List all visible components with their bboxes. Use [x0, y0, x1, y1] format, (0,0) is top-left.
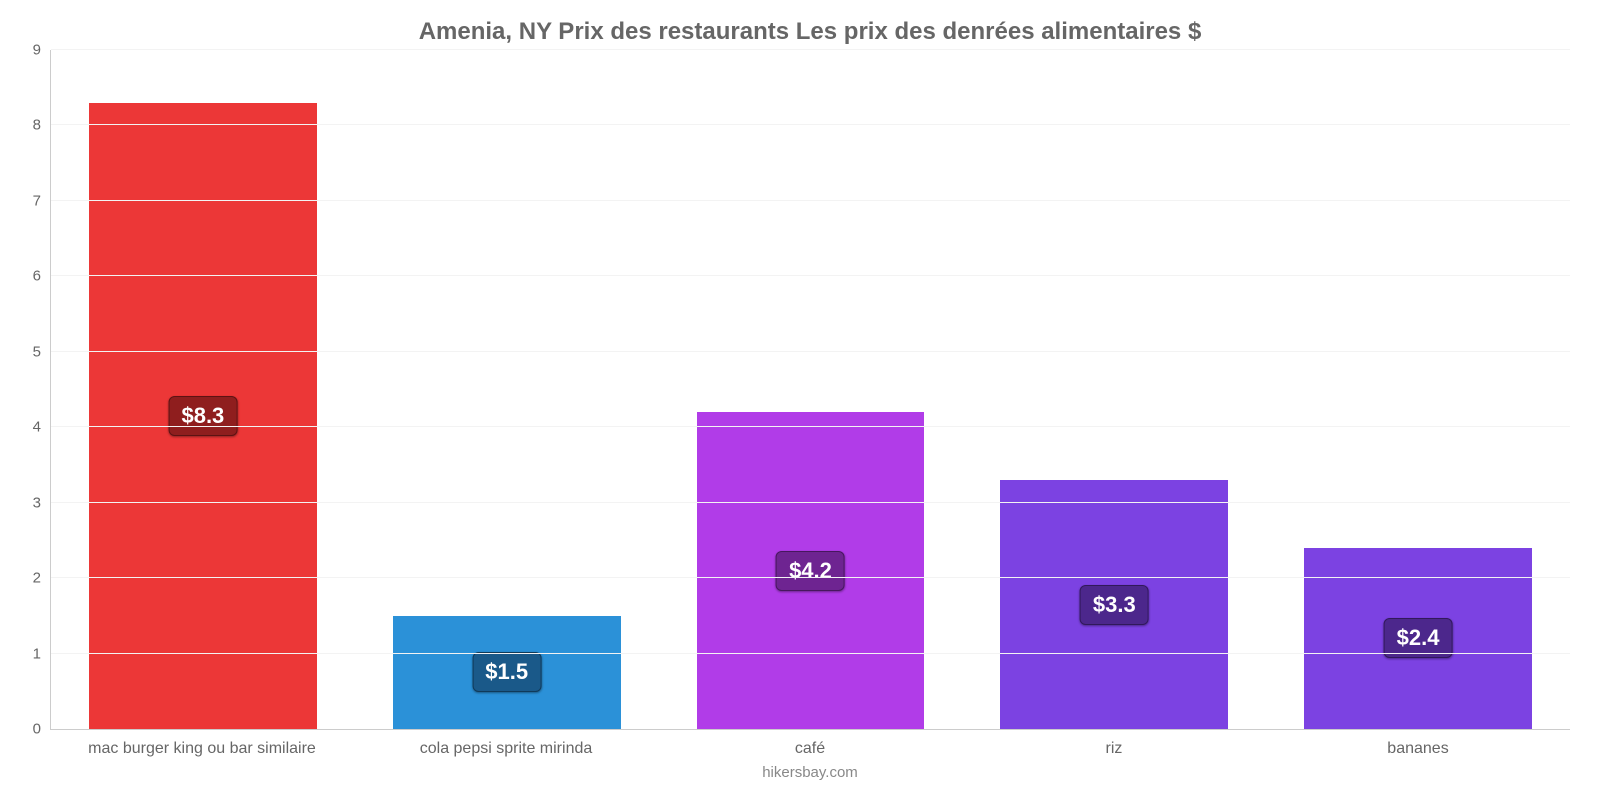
bar-slot: $1.5: [355, 50, 659, 729]
chart-title: Amenia, NY Prix des restaurants Les prix…: [50, 18, 1570, 46]
gridline: [51, 200, 1570, 201]
y-tick-label: 2: [33, 570, 51, 587]
bar: $1.5: [393, 616, 621, 729]
gridline: [51, 653, 1570, 654]
y-tick-label: 9: [33, 42, 51, 59]
bar-slot: $2.4: [1266, 50, 1570, 729]
y-tick-label: 8: [33, 117, 51, 134]
bar-slot: $4.2: [659, 50, 963, 729]
y-tick-label: 7: [33, 192, 51, 209]
chart-source: hikersbay.com: [50, 764, 1570, 781]
x-tick-label: riz: [962, 740, 1266, 758]
gridline: [51, 275, 1570, 276]
bar-value-label: $8.3: [168, 396, 237, 436]
bar: $2.4: [1304, 548, 1532, 729]
bar-value-label: $4.2: [776, 551, 845, 591]
x-tick-label: café: [658, 740, 962, 758]
y-tick-label: 0: [33, 721, 51, 738]
y-tick-label: 1: [33, 645, 51, 662]
bar: $3.3: [1000, 480, 1228, 729]
x-tick-label: bananes: [1266, 740, 1570, 758]
gridline: [51, 351, 1570, 352]
bars-layer: $8.3 $1.5 $4.2 $3.3 $2.4: [51, 50, 1570, 729]
bar: $4.2: [697, 412, 925, 729]
gridline: [51, 49, 1570, 50]
bar-value-label: $3.3: [1080, 585, 1149, 625]
bar-slot: $3.3: [962, 50, 1266, 729]
y-tick-label: 5: [33, 343, 51, 360]
bar-slot: $8.3: [51, 50, 355, 729]
bar-value-label: $1.5: [472, 652, 541, 692]
gridline: [51, 124, 1570, 125]
y-tick-label: 4: [33, 419, 51, 436]
x-tick-label: cola pepsi sprite mirinda: [354, 740, 658, 758]
gridline: [51, 426, 1570, 427]
chart-container: Amenia, NY Prix des restaurants Les prix…: [0, 0, 1600, 800]
y-tick-label: 6: [33, 268, 51, 285]
gridline: [51, 577, 1570, 578]
bar: $8.3: [89, 103, 317, 729]
x-tick-label: mac burger king ou bar similaire: [50, 740, 354, 758]
y-tick-label: 3: [33, 494, 51, 511]
plot-area: $8.3$1.5$4.2$3.3$2.4 0123456789: [50, 50, 1570, 730]
x-axis: mac burger king ou bar similairecola pep…: [50, 740, 1570, 758]
gridline: [51, 502, 1570, 503]
